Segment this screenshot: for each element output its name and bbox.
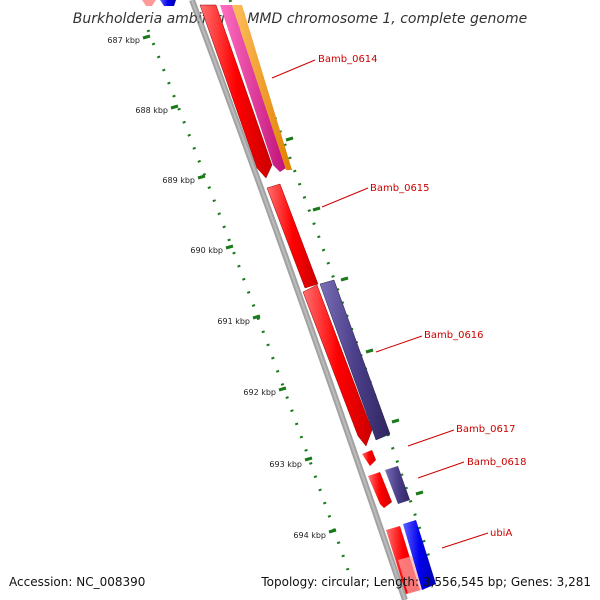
tick-label: 689 kbp	[162, 176, 195, 185]
gene-bar-red-2	[266, 183, 319, 289]
feature-blue-top	[160, 0, 176, 6]
feature-pink-bottom	[398, 556, 422, 594]
gene-label-ubia: ubiA	[490, 528, 512, 539]
tick-label: 690 kbp	[190, 246, 223, 255]
gene-bar-red-4	[362, 450, 376, 466]
callout-lines	[271, 59, 489, 549]
gene-bar-slate-2	[385, 466, 410, 504]
tick-label: 694 kbp	[293, 531, 326, 540]
gene-label-bamb-0616: Bamb_0616	[424, 330, 484, 341]
map-title: Burkholderia ambifaria AMMD chromosome 1…	[73, 11, 527, 27]
gene-label-bamb-0617: Bamb_0617	[456, 424, 516, 435]
gene-bar-red-1	[199, 4, 273, 179]
gene-bar-magenta	[220, 5, 286, 172]
tick-label: 687 kbp	[107, 36, 140, 45]
tick-label: 688 kbp	[135, 106, 168, 115]
tick-label: 693 kbp	[269, 460, 302, 469]
tick-marks	[142, 34, 337, 534]
feature-pink-top	[142, 0, 156, 6]
gene-bar-blue	[403, 520, 436, 590]
backbone	[189, 0, 408, 600]
gene-bar-red-5	[368, 472, 392, 508]
tick-label: 691 kbp	[217, 317, 250, 326]
tick-label: 692 kbp	[243, 388, 276, 397]
gene-label-bamb-0618: Bamb_0618	[467, 457, 527, 468]
genome-summary-text: Topology: circular; Length: 3,556,545 bp…	[260, 575, 591, 589]
accession-text: Accession: NC_008390	[9, 575, 145, 589]
tick-labels: 687 kbp 688 kbp 689 kbp 690 kbp 691 kbp …	[107, 36, 326, 540]
outer-tick-marks	[285, 136, 424, 496]
gene-bar-slate-1	[319, 279, 391, 441]
gene-labels: Bamb_0614 Bamb_0615 Bamb_0616 Bamb_0617 …	[318, 54, 527, 539]
gene-bar-orange	[232, 5, 292, 170]
gene-label-bamb-0615: Bamb_0615	[370, 183, 430, 194]
gene-bar-red-3	[302, 284, 373, 447]
backbone-highlight	[191, 0, 406, 600]
gene-label-bamb-0614: Bamb_0614	[318, 54, 378, 65]
